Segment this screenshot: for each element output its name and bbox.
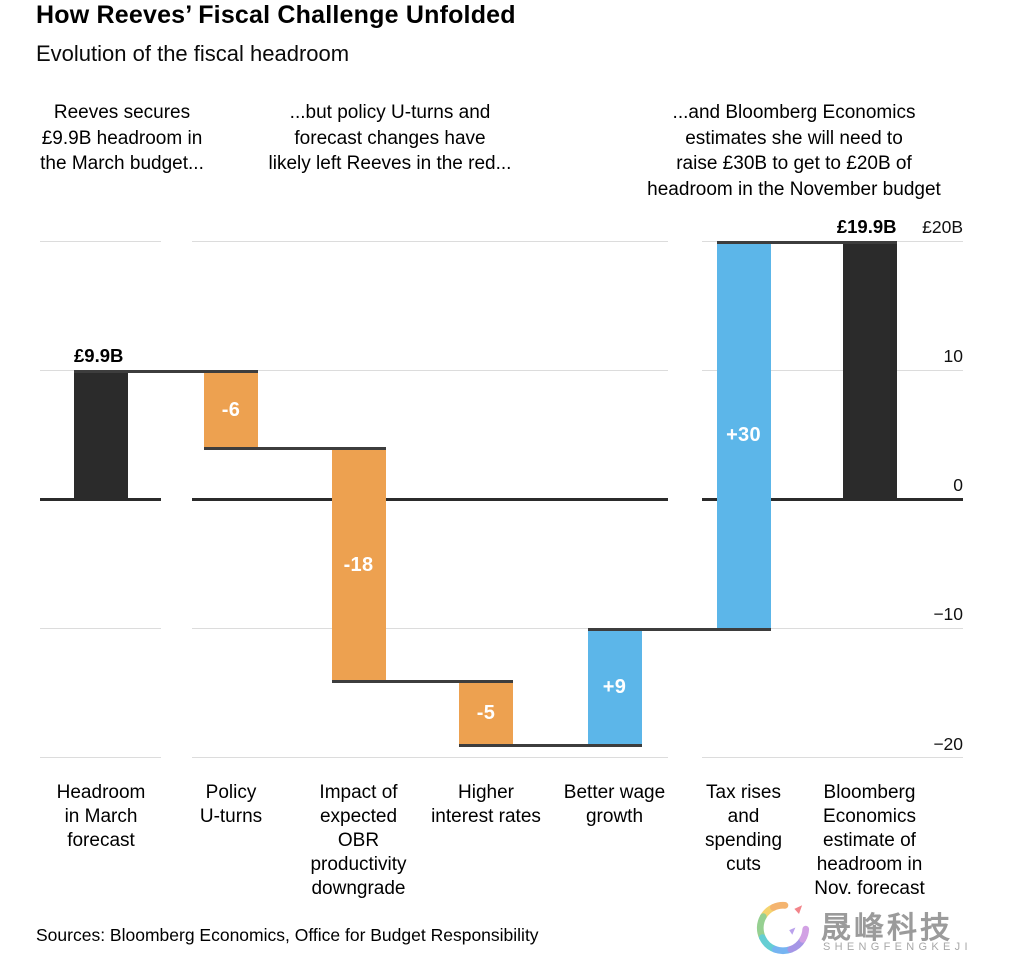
gridline bbox=[702, 757, 963, 758]
y-tick-label: −20 bbox=[933, 733, 963, 754]
gridline bbox=[40, 627, 161, 629]
value-label: £19.9B bbox=[836, 216, 897, 238]
gridline bbox=[702, 627, 963, 629]
value-label: -6 bbox=[221, 398, 241, 421]
bar-1 bbox=[74, 371, 128, 500]
connector-line bbox=[74, 369, 258, 373]
connector-line bbox=[716, 240, 897, 244]
annotation-bloomberg-estimate: ...and Bloomberg Economics estimates she… bbox=[647, 102, 941, 200]
gridline bbox=[192, 369, 668, 371]
category-label: Tax rises and spending cuts bbox=[704, 782, 783, 875]
gridline bbox=[40, 240, 161, 242]
category-label: Bloomberg Economics estimate of headroom… bbox=[814, 782, 925, 899]
watermark: 晟峰科技 SHENGFENGKEJI bbox=[752, 897, 987, 963]
category-label: Impact of expected OBR productivity down… bbox=[310, 782, 407, 899]
bar-4 bbox=[459, 681, 513, 746]
gridline bbox=[40, 757, 161, 758]
value-label: +30 bbox=[726, 424, 761, 447]
page-subtitle: Evolution of the fiscal headroom bbox=[36, 41, 350, 66]
category-label: Better wage growth bbox=[563, 782, 666, 827]
gridline bbox=[192, 240, 668, 242]
bar-6 bbox=[716, 242, 771, 630]
value-label: £9.9B bbox=[74, 345, 124, 367]
bar-7 bbox=[842, 242, 897, 500]
gridline bbox=[192, 627, 668, 629]
category-label: Higher interest rates bbox=[431, 782, 541, 827]
bar-2 bbox=[204, 371, 258, 449]
connector-line bbox=[459, 744, 642, 748]
bar-3 bbox=[331, 448, 386, 682]
value-label: -5 bbox=[476, 702, 496, 725]
sources-note: Sources: Bloomberg Economics, Office for… bbox=[36, 925, 539, 945]
y-tick-label: 10 bbox=[943, 346, 963, 367]
zero-axis-line bbox=[192, 497, 668, 501]
value-label: -18 bbox=[343, 553, 374, 576]
y-tick-label: −10 bbox=[933, 604, 963, 625]
rainbow-swirl-icon bbox=[756, 901, 810, 955]
y-tick-label: £20B bbox=[922, 217, 963, 237]
category-label: Headroom in March forecast bbox=[56, 782, 146, 851]
gridline bbox=[192, 757, 668, 758]
value-label: +9 bbox=[602, 676, 627, 699]
page-title: How Reeves’ Fiscal Challenge Unfolded bbox=[36, 1, 516, 29]
connector-line bbox=[331, 679, 513, 683]
bar-5 bbox=[587, 629, 642, 746]
category-label: Policy U-turns bbox=[199, 782, 263, 827]
watermark-company-name-en: SHENGFENGKEJI bbox=[823, 941, 972, 953]
watermark-company-name-cn: 晟峰科技 bbox=[821, 912, 953, 945]
connector-line bbox=[587, 628, 771, 632]
gridline bbox=[702, 369, 963, 371]
zero-axis-line bbox=[702, 497, 963, 501]
connector-line bbox=[204, 447, 386, 451]
annotation-march-budget: Reeves secures £9.9B headroom in the Mar… bbox=[40, 102, 204, 174]
annotation-policy-uturns: ...but policy U-turns and forecast chang… bbox=[268, 102, 512, 174]
zero-axis-line bbox=[40, 497, 161, 501]
y-tick-label: 0 bbox=[953, 475, 963, 496]
